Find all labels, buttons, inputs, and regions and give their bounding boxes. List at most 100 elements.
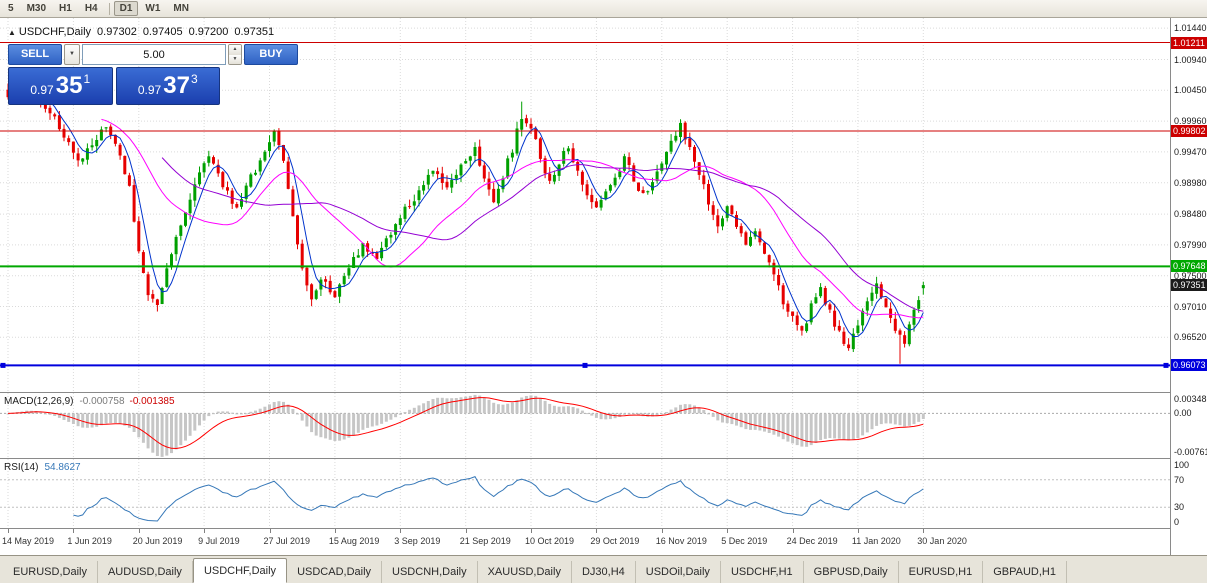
pane-separator[interactable]: [0, 528, 1207, 529]
pane-separator[interactable]: [0, 392, 1207, 393]
one-click-collapse-icon[interactable]: ▲: [8, 28, 16, 37]
timeframe-button-h4[interactable]: H4: [84, 3, 98, 14]
chart-tab-audusd-daily[interactable]: AUDUSD,Daily: [98, 561, 193, 583]
macd-indicator-pane[interactable]: [0, 393, 1170, 458]
volume-decrease-icon[interactable]: ▼: [229, 54, 241, 64]
ohlc-high: 0.97405: [142, 26, 183, 38]
date-axis-label: 24 Dec 2019: [786, 536, 838, 546]
price-axis[interactable]: 1.01440 1.00940 1.00450 0.99960 0.99470 0.989…: [1171, 18, 1207, 555]
chart-tab-gbpusd-daily[interactable]: GBPUSD,Daily: [804, 561, 899, 583]
macd-indicator-label: MACD(12,26,9) -0.000758 -0.001385: [4, 396, 175, 407]
rsi-name: RSI(14): [4, 462, 39, 473]
date-axis-label: 3 Sep 2019: [394, 536, 441, 546]
date-axis[interactable]: 14 May 2019 1 Jun 2019 20 Jun 2019 9 Jul 20…: [0, 529, 1170, 555]
macd-main-value: -0.000758: [79, 396, 125, 407]
date-axis-label: 27 Jul 2019: [263, 536, 311, 546]
rsi-indicator-label: RSI(14) 54.8627: [4, 462, 81, 473]
chart-tab-gbpaud-h1[interactable]: GBPAUD,H1: [983, 561, 1067, 583]
chart-tabs-bar: EURUSD,Daily AUDUSD,Daily USDCHF,Daily USDC…: [0, 555, 1207, 583]
ask-price-prefix: 0.97: [137, 83, 162, 97]
date-axis-label: 16 Nov 2019: [655, 536, 707, 546]
price-level-tag: 0.96073: [1171, 359, 1207, 372]
price-level-tag: 1.01211: [1171, 36, 1207, 49]
price-axis-label: 0.97010: [1174, 301, 1207, 312]
date-axis-tick: [596, 529, 598, 533]
volume-input[interactable]: [82, 44, 226, 65]
date-axis-tick: [8, 529, 9, 533]
date-axis-label: 11 Jan 2020: [851, 536, 901, 546]
date-axis-tick: [531, 529, 532, 533]
bid-price-prefix: 0.97: [30, 83, 54, 97]
volume-stepper: ▲ ▼: [228, 44, 242, 65]
chart-tab-usdchf-h1[interactable]: USDCHF,H1: [721, 561, 804, 583]
date-axis-label: 30 Jan 2020: [917, 536, 967, 546]
date-axis-tick: [923, 529, 925, 533]
date-axis-tick: [400, 529, 402, 533]
ohlc-low: 0.97200: [188, 26, 229, 38]
timeframe-button-m30[interactable]: M30: [26, 3, 47, 14]
rsi-axis-label: 0: [1174, 517, 1180, 527]
macd-axis-label: -0.00761: [1174, 447, 1207, 457]
date-axis-tick: [204, 529, 206, 533]
timeframe-button-mn[interactable]: MN: [173, 3, 189, 14]
volume-dropdown-icon[interactable]: ▼: [64, 44, 80, 65]
rsi-indicator-pane[interactable]: [0, 459, 1170, 528]
price-level-tag: 0.97648: [1171, 260, 1207, 273]
date-axis-label: 14 May 2019: [2, 536, 55, 546]
date-axis-tick: [269, 529, 271, 533]
date-axis-tick: [792, 529, 794, 533]
price-level-tag: 0.99802: [1171, 125, 1207, 137]
chart-tab-usdchf-daily[interactable]: USDCHF,Daily: [192, 558, 288, 583]
chart-tab-eurusd-h1[interactable]: EURUSD,H1: [899, 561, 984, 583]
date-axis-tick: [661, 529, 663, 533]
price-axis-label: 0.98480: [1174, 209, 1207, 220]
date-axis-label: 1 Jun 2019: [67, 536, 112, 546]
pane-separator[interactable]: [0, 458, 1207, 459]
macd-signal-value: -0.001385: [129, 396, 175, 407]
volume-increase-icon[interactable]: ▲: [229, 45, 241, 55]
sell-button[interactable]: SELL: [8, 44, 62, 65]
candlestick-chart-pane[interactable]: [0, 18, 1170, 392]
date-axis-label: 9 Jul 2019: [198, 536, 240, 546]
macd-name: MACD(12,26,9): [4, 396, 74, 407]
timeframe-button-d1[interactable]: D1: [113, 1, 139, 16]
bid-price-button[interactable]: 0.97 35 1: [8, 67, 113, 105]
toolbar-separator: [108, 2, 110, 15]
date-axis-tick: [138, 529, 140, 533]
ask-price-button[interactable]: 0.97 37 3: [115, 67, 220, 105]
chart-tab-usdoil-daily[interactable]: USDOil,Daily: [636, 561, 721, 583]
price-axis-label: 0.96520: [1174, 332, 1207, 343]
chart-title: ▲ USDCHF,Daily 0.97302 0.97405 0.97200 0.9735…: [8, 26, 274, 38]
date-axis-label: 20 Jun 2019: [132, 536, 183, 546]
price-axis-label: 0.98980: [1174, 177, 1207, 188]
chart-tab-usdcnh-daily[interactable]: USDCNH,Daily: [382, 561, 478, 583]
ask-price-pipette: 3: [190, 72, 198, 86]
date-axis-tick: [334, 529, 336, 533]
date-axis-label: 5 Dec 2019: [721, 536, 768, 546]
timeframe-button-5[interactable]: 5: [8, 3, 14, 14]
chart-tab-dj30-h4[interactable]: DJ30,H4: [572, 561, 636, 583]
date-axis-label: 15 Aug 2019: [328, 536, 380, 546]
price-axis-label: 0.97500: [1174, 270, 1207, 281]
chart-tab-xauusd-daily[interactable]: XAUUSD,Daily: [478, 561, 572, 583]
timeframe-button-w1[interactable]: W1: [145, 3, 161, 14]
ask-price-big-digits: 37: [163, 72, 190, 99]
current-price-tag: 0.97351: [1171, 279, 1207, 292]
price-axis-border: [1170, 18, 1171, 555]
timeframe-button-h1[interactable]: H1: [59, 3, 72, 14]
price-axis-label: 0.99470: [1174, 146, 1207, 157]
timeframe-toolbar: 5 M30 H1 H4 D1 W1 MN: [0, 0, 1207, 18]
bid-price-big-digits: 35: [55, 72, 83, 99]
macd-axis-label: 0.00348: [1174, 394, 1207, 404]
bid-price-pipette: 1: [83, 72, 91, 86]
chart-tab-usdcad-daily[interactable]: USDCAD,Daily: [287, 561, 383, 583]
rsi-axis-label: 70: [1174, 474, 1185, 485]
price-axis-label: 1.01440: [1174, 23, 1207, 34]
price-axis-label: 1.00450: [1174, 85, 1207, 96]
date-axis-tick: [73, 529, 75, 533]
chart-tab-eurusd-daily[interactable]: EURUSD,Daily: [3, 561, 98, 583]
rsi-axis-label: 30: [1174, 502, 1185, 513]
ohlc-close: 0.97351: [234, 26, 275, 38]
buy-button[interactable]: BUY: [244, 44, 298, 65]
